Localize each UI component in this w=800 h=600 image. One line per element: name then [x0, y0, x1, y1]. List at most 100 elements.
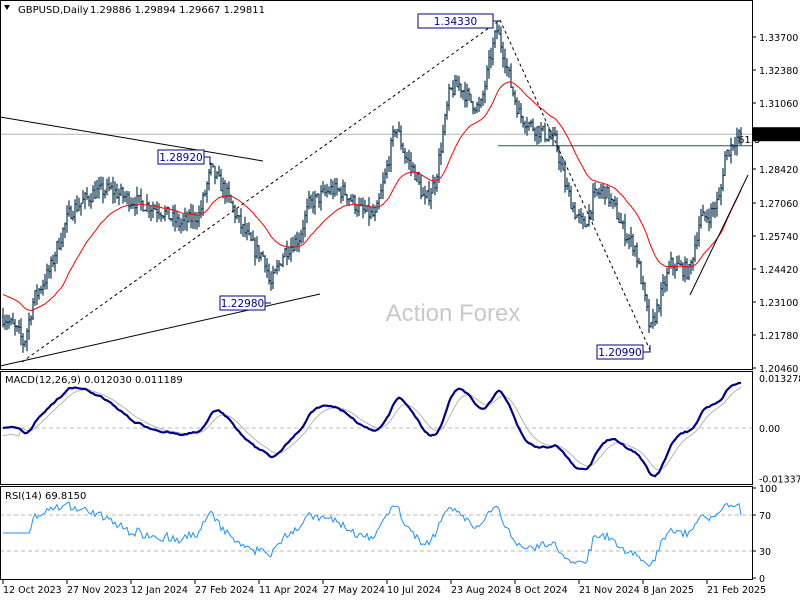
- price-bar: [702, 204, 704, 217]
- price-bar: [484, 80, 486, 104]
- price-bar: [578, 209, 580, 224]
- price-bar: [470, 93, 472, 103]
- rsi-line: [3, 501, 742, 568]
- rising-support-trendline: [0, 293, 321, 367]
- price-bar: [334, 178, 336, 197]
- price-bar: [234, 204, 236, 224]
- price-bar: [654, 312, 656, 326]
- date-axis-label: 21 Nov 2024: [579, 585, 640, 596]
- fibonacci-level-label: 61.8: [738, 135, 760, 146]
- price-bar: [26, 328, 28, 352]
- price-bar: [606, 185, 608, 199]
- price-bar: [482, 90, 484, 106]
- price-bar: [320, 185, 322, 211]
- price-bar: [626, 233, 628, 244]
- price-bar: [46, 263, 48, 290]
- axes: 1.33700 1.32380 1.31060 1.28420 1.27060 1.257…: [2, 33, 800, 596]
- price-bar: [648, 299, 650, 333]
- price-bar: [492, 37, 494, 66]
- price-bar: [704, 211, 706, 222]
- macd-panel-frame: [0, 371, 753, 485]
- price-bar: [274, 268, 276, 274]
- price-bar: [458, 76, 460, 91]
- price-bar: [514, 90, 516, 105]
- price-bar: [538, 125, 540, 144]
- price-bar: [692, 257, 694, 271]
- price-bar: [656, 298, 658, 325]
- falling-trendline: [0, 116, 264, 162]
- price-bar: [660, 282, 662, 317]
- price-bar: [250, 232, 252, 242]
- price-bar: [252, 230, 254, 241]
- ohlc-values: 1.29886 1.29894 1.29667 1.29811: [90, 5, 265, 16]
- rsi-axis-label: 0: [759, 574, 765, 585]
- price-bar: [80, 202, 82, 216]
- price-bar: [566, 177, 568, 190]
- price-bar: [122, 186, 124, 204]
- price-bar: [634, 245, 636, 257]
- fib-swing-dashed-line-2: [499, 19, 651, 351]
- price-bar: [364, 199, 366, 214]
- rsi-title: RSI(14) 69.8150: [5, 491, 86, 502]
- price-bar: [238, 215, 240, 223]
- moving-average: [2, 81, 742, 312]
- price-bar: [560, 155, 562, 173]
- price-bar: [270, 271, 272, 291]
- rsi-panel: [0, 501, 752, 568]
- price-bar: [308, 190, 310, 210]
- price-bar: [454, 75, 456, 96]
- price-axis-label: 1.27060: [759, 199, 798, 210]
- price-bar: [298, 232, 300, 253]
- price-bar: [210, 162, 212, 176]
- price-bar: [496, 23, 498, 40]
- price-bar: [52, 254, 54, 268]
- current-price-marker: [753, 127, 800, 142]
- price-bar: [136, 186, 138, 215]
- price-bar: [88, 195, 90, 207]
- price-bar: [38, 287, 40, 300]
- dropdown-triangle-icon[interactable]: [4, 5, 10, 10]
- price-bar: [22, 333, 24, 353]
- macd-panel: [0, 381, 752, 478]
- macd-line: [2, 381, 742, 478]
- price-bar: [240, 208, 242, 235]
- price-bar: [700, 209, 702, 229]
- price-bar: [678, 255, 680, 265]
- price-bar: [90, 193, 92, 209]
- price-bar: [480, 98, 482, 108]
- price-bar: [390, 137, 392, 173]
- price-bar: [254, 237, 256, 266]
- price-bar: [506, 58, 508, 77]
- price-bar: [532, 118, 534, 132]
- price-bar: [284, 247, 286, 258]
- date-axis-label: 8 Oct 2024: [515, 585, 568, 596]
- date-axis-label: 10 Jul 2024: [387, 585, 441, 596]
- price-bar: [582, 212, 584, 229]
- price-bar: [172, 205, 174, 227]
- price-bar: [576, 214, 578, 219]
- date-axis-label: 11 Apr 2024: [259, 585, 318, 596]
- price-bar: [462, 89, 464, 100]
- price-bar: [618, 212, 620, 224]
- price-bar: [446, 101, 448, 120]
- price-bar: [346, 193, 348, 205]
- price-bar: [494, 30, 496, 48]
- price-bar: [24, 340, 26, 348]
- price-bar: [464, 82, 466, 108]
- price-bar: [236, 207, 238, 220]
- price-bar: [286, 240, 288, 266]
- price-bar: [56, 240, 58, 264]
- price-bar: [632, 233, 634, 256]
- price-bar: [726, 149, 728, 161]
- price-bar: [304, 210, 306, 238]
- price-bar: [638, 257, 640, 265]
- price-bar: [124, 191, 126, 202]
- price-bar: [216, 171, 218, 180]
- price-axis-label: 1.31060: [759, 99, 798, 110]
- price-bar: [376, 200, 378, 213]
- price-bar: [292, 236, 294, 253]
- price-bar: [402, 142, 404, 153]
- price-bar: [468, 87, 470, 101]
- price-bar: [94, 181, 96, 200]
- price-bar: [684, 256, 686, 283]
